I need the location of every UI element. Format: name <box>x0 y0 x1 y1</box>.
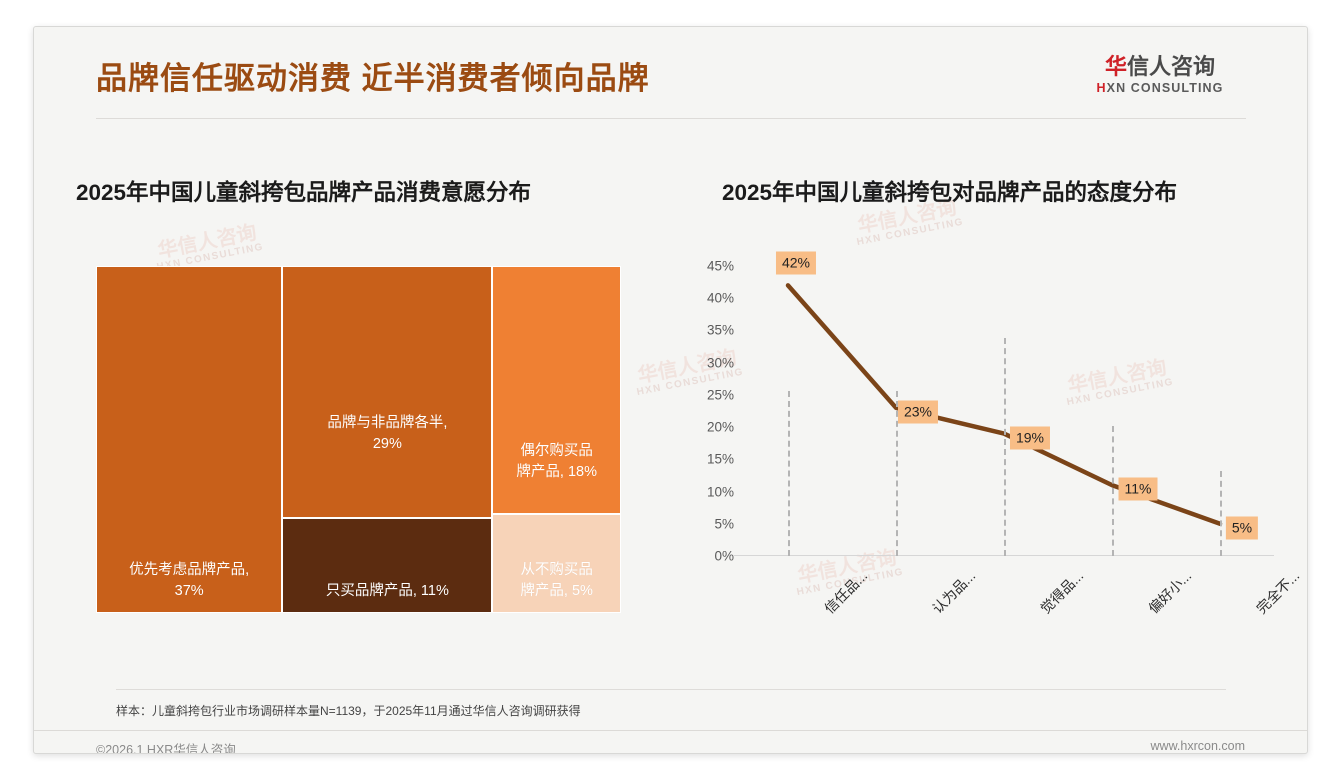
treemap-cell[interactable]: 偶尔购买品 牌产品, 18% <box>492 266 621 515</box>
category-gridline <box>896 391 898 556</box>
logo-en-rest: XN CONSULTING <box>1106 81 1224 95</box>
logo-rest-chars: 信人咨询 <box>1127 54 1216 79</box>
y-axis-tick: 30% <box>706 355 734 371</box>
treemap-cell[interactable]: 从不购买品 牌产品, 5% <box>492 514 621 613</box>
data-label: 11% <box>1118 477 1158 501</box>
x-axis-label: 信任品... <box>821 567 871 617</box>
x-axis-label: 觉得品... <box>1037 567 1087 617</box>
category-gridline <box>1004 338 1006 556</box>
treemap-chart: 优先考虑品牌产品, 37% 品牌与非品牌各半, 29% 只买品牌产品, 11% 偶尔购买品… <box>96 266 621 613</box>
treemap-cell-value: 牌产品, 5% <box>520 582 593 599</box>
treemap-cell-label: 优先考虑品牌产品, 37% <box>129 562 250 599</box>
category-gridline <box>1112 426 1114 556</box>
treemap-cell-label: 品牌与非品牌各半, 29% <box>327 414 448 452</box>
logo-en-accent: H <box>1096 81 1107 95</box>
brand-logo: 华信人咨询 HXN CONSULTING <box>1075 54 1245 97</box>
y-axis-tick: 35% <box>706 322 734 338</box>
treemap-cell-value: 29% <box>372 435 402 452</box>
x-axis-label: 完全不... <box>1253 567 1303 617</box>
data-label: 19% <box>1009 426 1051 450</box>
copyright-text: ©2026.1 HXR华信人咨询 <box>96 743 236 754</box>
data-label: 23% <box>897 400 939 424</box>
logo-accent-char: 华 <box>1104 54 1127 79</box>
slide-frame: 品牌信任驱动消费 近半消费者倾向品牌 华信人咨询 HXN CONSULTING … <box>33 26 1308 754</box>
y-axis-tick: 10% <box>706 484 734 500</box>
footer-divider <box>34 730 1307 731</box>
x-axis-label: 认为品... <box>929 567 979 617</box>
left-chart-title: 2025年中国儿童斜挎包品牌产品消费意愿分布 <box>76 180 532 205</box>
treemap-cell-value: 37% <box>174 583 204 599</box>
category-gridline <box>1220 471 1222 556</box>
y-axis: 0% 5% 10% 15% 20% 25% 30% 35% 40% 45% <box>674 259 734 564</box>
y-axis-tick: 0% <box>714 548 734 564</box>
treemap-cell[interactable]: 品牌与非品牌各半, 29% <box>282 266 493 518</box>
plot-area: 42% 23% 19% 11% 5% <box>734 251 1274 556</box>
y-axis-tick: 5% <box>714 516 734 532</box>
right-chart-title: 2025年中国儿童斜挎包对品牌产品的态度分布 <box>722 180 1178 205</box>
x-axis-label: 偏好小... <box>1145 567 1195 617</box>
website-url[interactable]: www.hxrcon.com <box>1150 739 1245 753</box>
data-label: 5% <box>1225 516 1259 540</box>
y-axis-tick: 45% <box>706 258 734 274</box>
logo-english-text: HXN CONSULTING <box>1075 80 1245 97</box>
treemap-cell-value: 牌产品, 18% <box>516 464 597 481</box>
treemap-cell[interactable]: 只买品牌产品, 11% <box>282 517 493 613</box>
watermark-cn: 华信人咨询 <box>156 221 259 263</box>
watermark-en: HXN CONSULTING <box>855 216 965 249</box>
category-gridline <box>788 391 790 556</box>
footnote-divider <box>116 689 1226 690</box>
treemap-cell-label: 从不购买品 牌产品, 5% <box>520 561 593 599</box>
line-chart: 0% 5% 10% 15% 20% 25% 30% 35% 40% 45% 42% 23% 19% 11… <box>674 251 1302 666</box>
y-axis-tick: 25% <box>706 387 734 403</box>
treemap-cell[interactable]: 优先考虑品牌产品, 37% <box>96 266 283 613</box>
y-axis-tick: 20% <box>706 419 734 435</box>
logo-chinese-text: 华信人咨询 <box>1075 54 1245 80</box>
slide-header: 品牌信任驱动消费 近半消费者倾向品牌 华信人咨询 HXN CONSULTING <box>34 27 1307 121</box>
y-axis-tick: 40% <box>706 290 734 306</box>
treemap-cell-label: 只买品牌产品, 11% <box>325 582 449 599</box>
data-label: 42% <box>775 251 817 275</box>
y-axis-tick: 15% <box>706 451 734 467</box>
header-divider <box>96 118 1246 119</box>
footnote-text: 样本：儿童斜挎包行业市场调研样本量N=1139，于2025年11月通过华信人咨询… <box>116 704 581 718</box>
page-title: 品牌信任驱动消费 近半消费者倾向品牌 <box>96 61 650 96</box>
treemap-cell-label: 偶尔购买品 牌产品, 18% <box>516 443 597 481</box>
